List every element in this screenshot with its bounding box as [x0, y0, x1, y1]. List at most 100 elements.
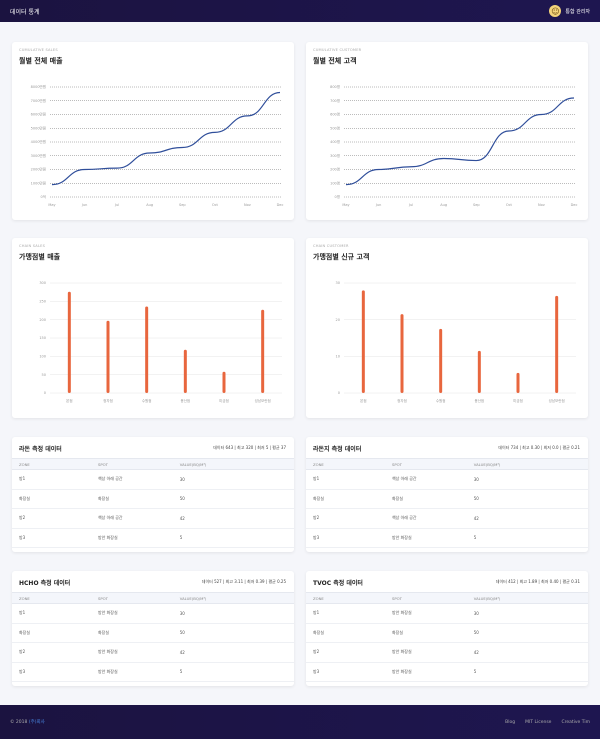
table-cell: 50 [172, 489, 294, 509]
table-cell: 책상 아래 공간 [384, 469, 467, 490]
column-header: SPOT [90, 592, 173, 604]
x-tick-label: May [48, 203, 55, 207]
table-row: 방1 방안 화장실 30 [12, 603, 294, 624]
x-tick-label: 용산점 [474, 398, 484, 403]
bar [477, 350, 481, 393]
table-row: 방2 책상 아래 공간 42 [12, 508, 294, 529]
table-row: 방3 방안 화장실 5 [306, 528, 588, 548]
table-cell: 책상 아래 공간 [384, 508, 467, 529]
series-line [345, 97, 575, 186]
footer-link[interactable]: Blog [505, 719, 516, 725]
data-table: ZONE SPOT VALUE(BQ/M³) 방1 방안 화장실 30 화장실 화장실 50 방2… [12, 592, 294, 682]
table-cell: 방1 [12, 469, 91, 490]
x-tick-label: 용산점 [180, 398, 190, 403]
table-card-hcho: HCHO 측정 데이터 데이터 527 | 최고 3.11 | 최저 0.39 |… [12, 571, 294, 686]
chart-svg: 0 50 100 150 200 250 300 본점 정자점 수원점 용산점 미금점 성남모란점 [39, 281, 282, 403]
table-row: 방1 방안 화장실 30 [306, 603, 588, 624]
x-tick-label: 수원점 [436, 398, 446, 403]
column-header: SPOT [384, 592, 467, 604]
chart-title: 가맹점별 신규 고객 [313, 253, 370, 261]
table-title: 라돈지 측정 데이터 [313, 446, 362, 453]
table-cell: 방안 화장실 [90, 603, 173, 624]
table-row: 방3 방안 화장실 5 [12, 662, 294, 682]
y-tick-label: 200명 [330, 167, 340, 172]
table-cell: 5 [466, 528, 588, 548]
y-tick-label: 20 [336, 318, 340, 322]
top-navbar: 데이터 통계 ☺ 통합 관리자 [0, 0, 600, 22]
table-cell: 화장실 [12, 489, 91, 509]
table-cell: 책상 아래 공간 [90, 469, 173, 490]
footer-link[interactable]: MIT License [525, 719, 552, 725]
x-tick-label: Oct [506, 203, 513, 207]
bar [361, 290, 365, 393]
y-tick-label: 0명 [335, 194, 340, 199]
table-cell: 방안 화장실 [90, 642, 173, 663]
x-tick-label: Nov [244, 203, 251, 207]
chart-card-monthly-customers: CUMULATIVE CUSTOMER 월별 전체 고객 0명 100명 200명 3… [306, 42, 588, 220]
table-cell: 30 [466, 469, 588, 490]
y-tick-label: 8000만원 [31, 84, 46, 89]
chart-svg: 0억 1000만원 2000만원 3000만원 4000만원 5000만원 6000만원 70… [31, 84, 284, 207]
chart-card-monthly-sales: CUMULATIVE SALES 월별 전체 매출 0억 1000만원 2000만원… [12, 42, 294, 220]
footer-link[interactable]: Creative Tim [561, 719, 590, 725]
table-row: 화장실 화장실 50 [12, 623, 294, 643]
column-header: VALUE(BQ/M³) [172, 592, 294, 604]
x-tick-label: Jun [375, 203, 381, 207]
y-tick-label: 600명 [330, 112, 340, 117]
table-cell: 방안 화장실 [384, 662, 467, 682]
y-tick-label: 300 [39, 281, 46, 285]
column-header: ZONE [12, 592, 91, 604]
chart-kicker: CHAIN SALES [19, 244, 46, 248]
x-tick-label: Nov [538, 203, 545, 207]
chart-title: 월별 전체 매출 [19, 57, 63, 65]
chart-kicker: CHAIN CUSTOMER [313, 244, 349, 248]
x-tick-label: 본점 [66, 398, 72, 403]
table-card-radon-2: 라돈지 측정 데이터 데이터 734 | 최고 0.30 | 최저 0.0 | 평… [306, 437, 588, 552]
table-stats: 데이터 734 | 최고 0.30 | 최저 0.0 | 평균 0.21 [498, 445, 580, 450]
user-avatar-icon: ☺ [549, 5, 562, 17]
bar [261, 309, 265, 393]
table-cell: 화장실 [384, 623, 467, 643]
y-tick-label: 1000만원 [31, 180, 46, 185]
table-row: 방2 방안 화장실 42 [12, 642, 294, 663]
table-cell: 방3 [12, 528, 91, 548]
y-tick-label: 800명 [330, 84, 340, 89]
y-tick-label: 700명 [330, 98, 340, 103]
y-tick-label: 3000만원 [31, 153, 46, 158]
table-card-radon: 라돈 측정 데이터 데이터 643 | 최고 320 | 최저 5 | 평균 37… [12, 437, 294, 552]
y-tick-label: 2000만원 [31, 167, 46, 172]
table-row: 화장실 화장실 50 [12, 489, 294, 509]
y-tick-label: 0 [338, 391, 340, 395]
y-tick-label: 10 [336, 355, 340, 359]
table-cell: 42 [466, 508, 588, 529]
chart-kicker: CUMULATIVE CUSTOMER [313, 48, 362, 52]
user-name: 통합 관리자 [565, 8, 590, 15]
table-cell: 화장실 [306, 623, 385, 643]
table-cell: 방2 [12, 642, 91, 663]
table-row: 방1 책상 아래 공간 30 [12, 469, 294, 490]
table-cell: 30 [172, 469, 294, 490]
chart-title: 가맹점별 매출 [19, 253, 61, 261]
y-tick-label: 100명 [330, 180, 340, 185]
table-cell: 방1 [306, 603, 385, 624]
x-tick-label: Jul [408, 203, 413, 207]
x-tick-label: 미금점 [513, 398, 523, 403]
table-cell: 5 [172, 528, 294, 548]
x-tick-label: Aug [146, 203, 153, 207]
table-cell: 화장실 [384, 489, 467, 509]
footer-brand-link[interactable]: (주)회사 [28, 720, 45, 725]
page-title: 데이터 통계 [10, 8, 40, 16]
table-card-tvoc: TVOC 측정 데이터 데이터 412 | 최고 1.89 | 최저 0.40 |… [306, 571, 588, 686]
x-tick-label: Oct [212, 203, 219, 207]
y-tick-label: 4000만원 [31, 139, 46, 144]
user-menu[interactable]: ☺ 통합 관리자 [549, 5, 590, 17]
bar [67, 291, 71, 393]
table-cell: 5 [172, 662, 294, 682]
y-tick-label: 5000만원 [31, 125, 46, 130]
table-cell: 방안 화장실 [384, 528, 467, 548]
table-row: 방3 방안 화장실 5 [306, 662, 588, 682]
table-cell: 방안 화장실 [90, 528, 173, 548]
data-table: ZONE SPOT VALUE(BQ/M³) 방1 책상 아래 공간 30 화장실 화장실 5… [12, 458, 294, 548]
x-tick-label: 성남모란점 [255, 398, 271, 403]
column-header: ZONE [306, 592, 385, 604]
